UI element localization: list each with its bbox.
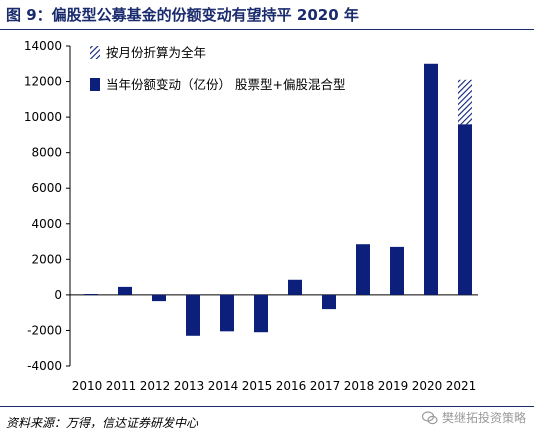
- axes: [66, 45, 478, 367]
- y-tick-label: -2000: [27, 323, 62, 337]
- bar-2019: [390, 246, 404, 295]
- wechat-icon: [421, 410, 438, 426]
- y-tick-label: 2000: [31, 252, 62, 266]
- bar-2014: [220, 294, 234, 332]
- x-tick-label: 2019: [378, 379, 409, 393]
- y-tick-labels: 14000 12000 10000 8000 6000 4000 2000 0 -2000 -40…: [24, 39, 62, 373]
- watermark-text: 樊继拓投资策略: [441, 411, 526, 425]
- y-tick-label: 10000: [24, 110, 62, 124]
- x-tick-label: 2011: [106, 379, 137, 393]
- legend-label-solid: 当年份额变动（亿份） 股票型+偏股混合型: [106, 77, 345, 92]
- y-tick-label: 6000: [31, 181, 62, 195]
- y-tick-label: 12000: [24, 75, 62, 89]
- y-tick-label: -4000: [27, 359, 62, 373]
- legend: 按月份折算为全年 当年份额变动（亿份） 股票型+偏股混合型: [90, 45, 345, 92]
- x-tick-label: 2016: [276, 379, 307, 393]
- y-tick-label: 0: [54, 288, 62, 302]
- y-tick-label: 14000: [24, 39, 62, 53]
- bar-chart: 2010 2011 2012 2013 2014 2015 2016 2017 2018 2019…: [24, 39, 478, 393]
- title-bar: 图 9：偏股型公募基金的份额变动有望持平 2020 年: [0, 0, 534, 30]
- x-tick-label: 2018: [344, 379, 375, 393]
- bar-2018: [356, 244, 370, 295]
- x-tick-label: 2014: [208, 379, 239, 393]
- x-tick-label: 2010: [72, 379, 103, 393]
- bar-2021: [458, 124, 472, 295]
- legend-label-hatched: 按月份折算为全年: [106, 45, 206, 60]
- bars: [84, 63, 472, 336]
- legend-swatch-hatched: [90, 46, 100, 59]
- bar-2012: [152, 294, 166, 302]
- x-tick-label: 2020: [412, 379, 443, 393]
- x-tick-label: 2013: [174, 379, 205, 393]
- x-tick-label: 2012: [140, 379, 171, 393]
- x-tick-label: 2015: [242, 379, 273, 393]
- watermark: 樊继拓投资策略: [421, 409, 526, 426]
- bar-2010: [84, 294, 98, 295]
- bar-2020: [424, 63, 438, 295]
- footer-rule: [0, 406, 534, 407]
- figure-title: 图 9：偏股型公募基金的份额变动有望持平 2020 年: [6, 6, 359, 24]
- source-note: 资料来源：万得，信达证券研发中心: [6, 416, 199, 430]
- y-tick-label: 4000: [31, 217, 62, 231]
- y-tick-label: 8000: [31, 146, 62, 160]
- bar-hatched-2021: [458, 79, 472, 125]
- bar-2011: [118, 286, 132, 295]
- x-tick-labels: 2010 2011 2012 2013 2014 2015 2016 2017 2018 2019…: [72, 379, 477, 393]
- bar-2016: [288, 279, 302, 295]
- x-tick-label: 2017: [310, 379, 341, 393]
- x-tick-label: 2021: [446, 379, 477, 393]
- bar-2013: [186, 294, 200, 336]
- legend-swatch-solid: [90, 78, 100, 91]
- bar-2015: [254, 294, 268, 333]
- bar-2017: [322, 294, 336, 310]
